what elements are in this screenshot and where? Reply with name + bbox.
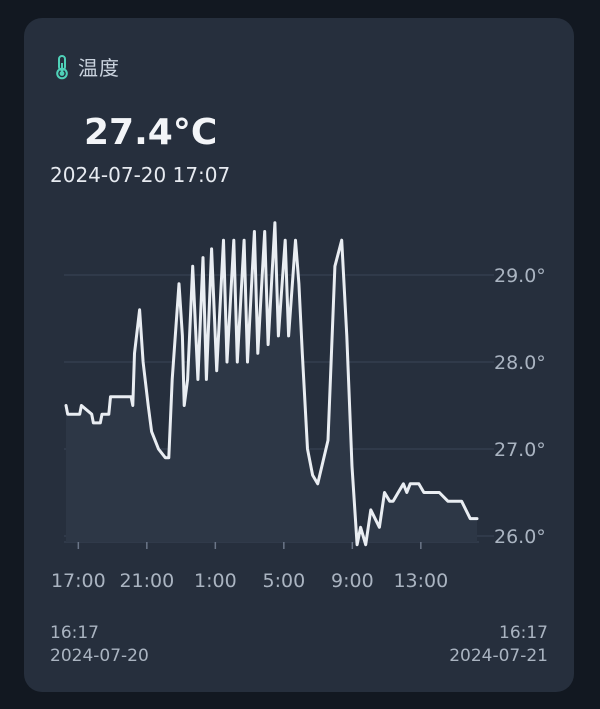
x-tick-label: 21:00 — [119, 570, 174, 592]
range-start-date: 2024-07-20 — [50, 646, 149, 666]
chart-area-fill — [66, 222, 477, 545]
x-tick-label: 5:00 — [262, 570, 305, 592]
series-line — [64, 221, 479, 547]
y-axis-labels: 26.0° 27.0° 28.0° 29.0° — [494, 265, 546, 548]
thermometer-icon — [56, 54, 68, 79]
range-end-date: 2024-07-21 — [449, 646, 548, 666]
range-end-time: 16:17 — [499, 623, 548, 643]
y-tick-label: 26.0° — [494, 526, 546, 548]
y-tick-label: 27.0° — [494, 439, 546, 461]
y-tick-label: 28.0° — [494, 352, 546, 374]
card-title: 温度 — [78, 56, 120, 80]
card-header: 温度 — [52, 52, 120, 81]
y-tick-label: 29.0° — [494, 265, 546, 287]
x-axis-ticks — [77, 542, 422, 549]
x-tick-label: 13:00 — [393, 570, 448, 592]
temperature-chart[interactable]: 26.0° 27.0° 28.0° 29.0° 17:00 21:00 1:00 5:00 9… — [24, 18, 574, 692]
range-start: 16:17 2024-07-20 — [50, 622, 149, 668]
current-temperature: 27.4°C — [84, 112, 218, 153]
x-tick-label: 1:00 — [194, 570, 237, 592]
x-tick-label: 9:00 — [331, 570, 374, 592]
range-end: 16:17 2024-07-21 — [449, 622, 548, 668]
current-timestamp: 2024-07-20 17:07 — [50, 163, 231, 187]
temperature-card[interactable]: 温度 27.4°C 2024-07-20 17:07 26.0° 27.0° 28.… — [24, 18, 574, 692]
x-tick-label: 17:00 — [51, 570, 106, 592]
x-axis-labels: 17:00 21:00 1:00 5:00 9:00 13:00 — [51, 570, 448, 592]
range-start-time: 16:17 — [50, 623, 99, 643]
